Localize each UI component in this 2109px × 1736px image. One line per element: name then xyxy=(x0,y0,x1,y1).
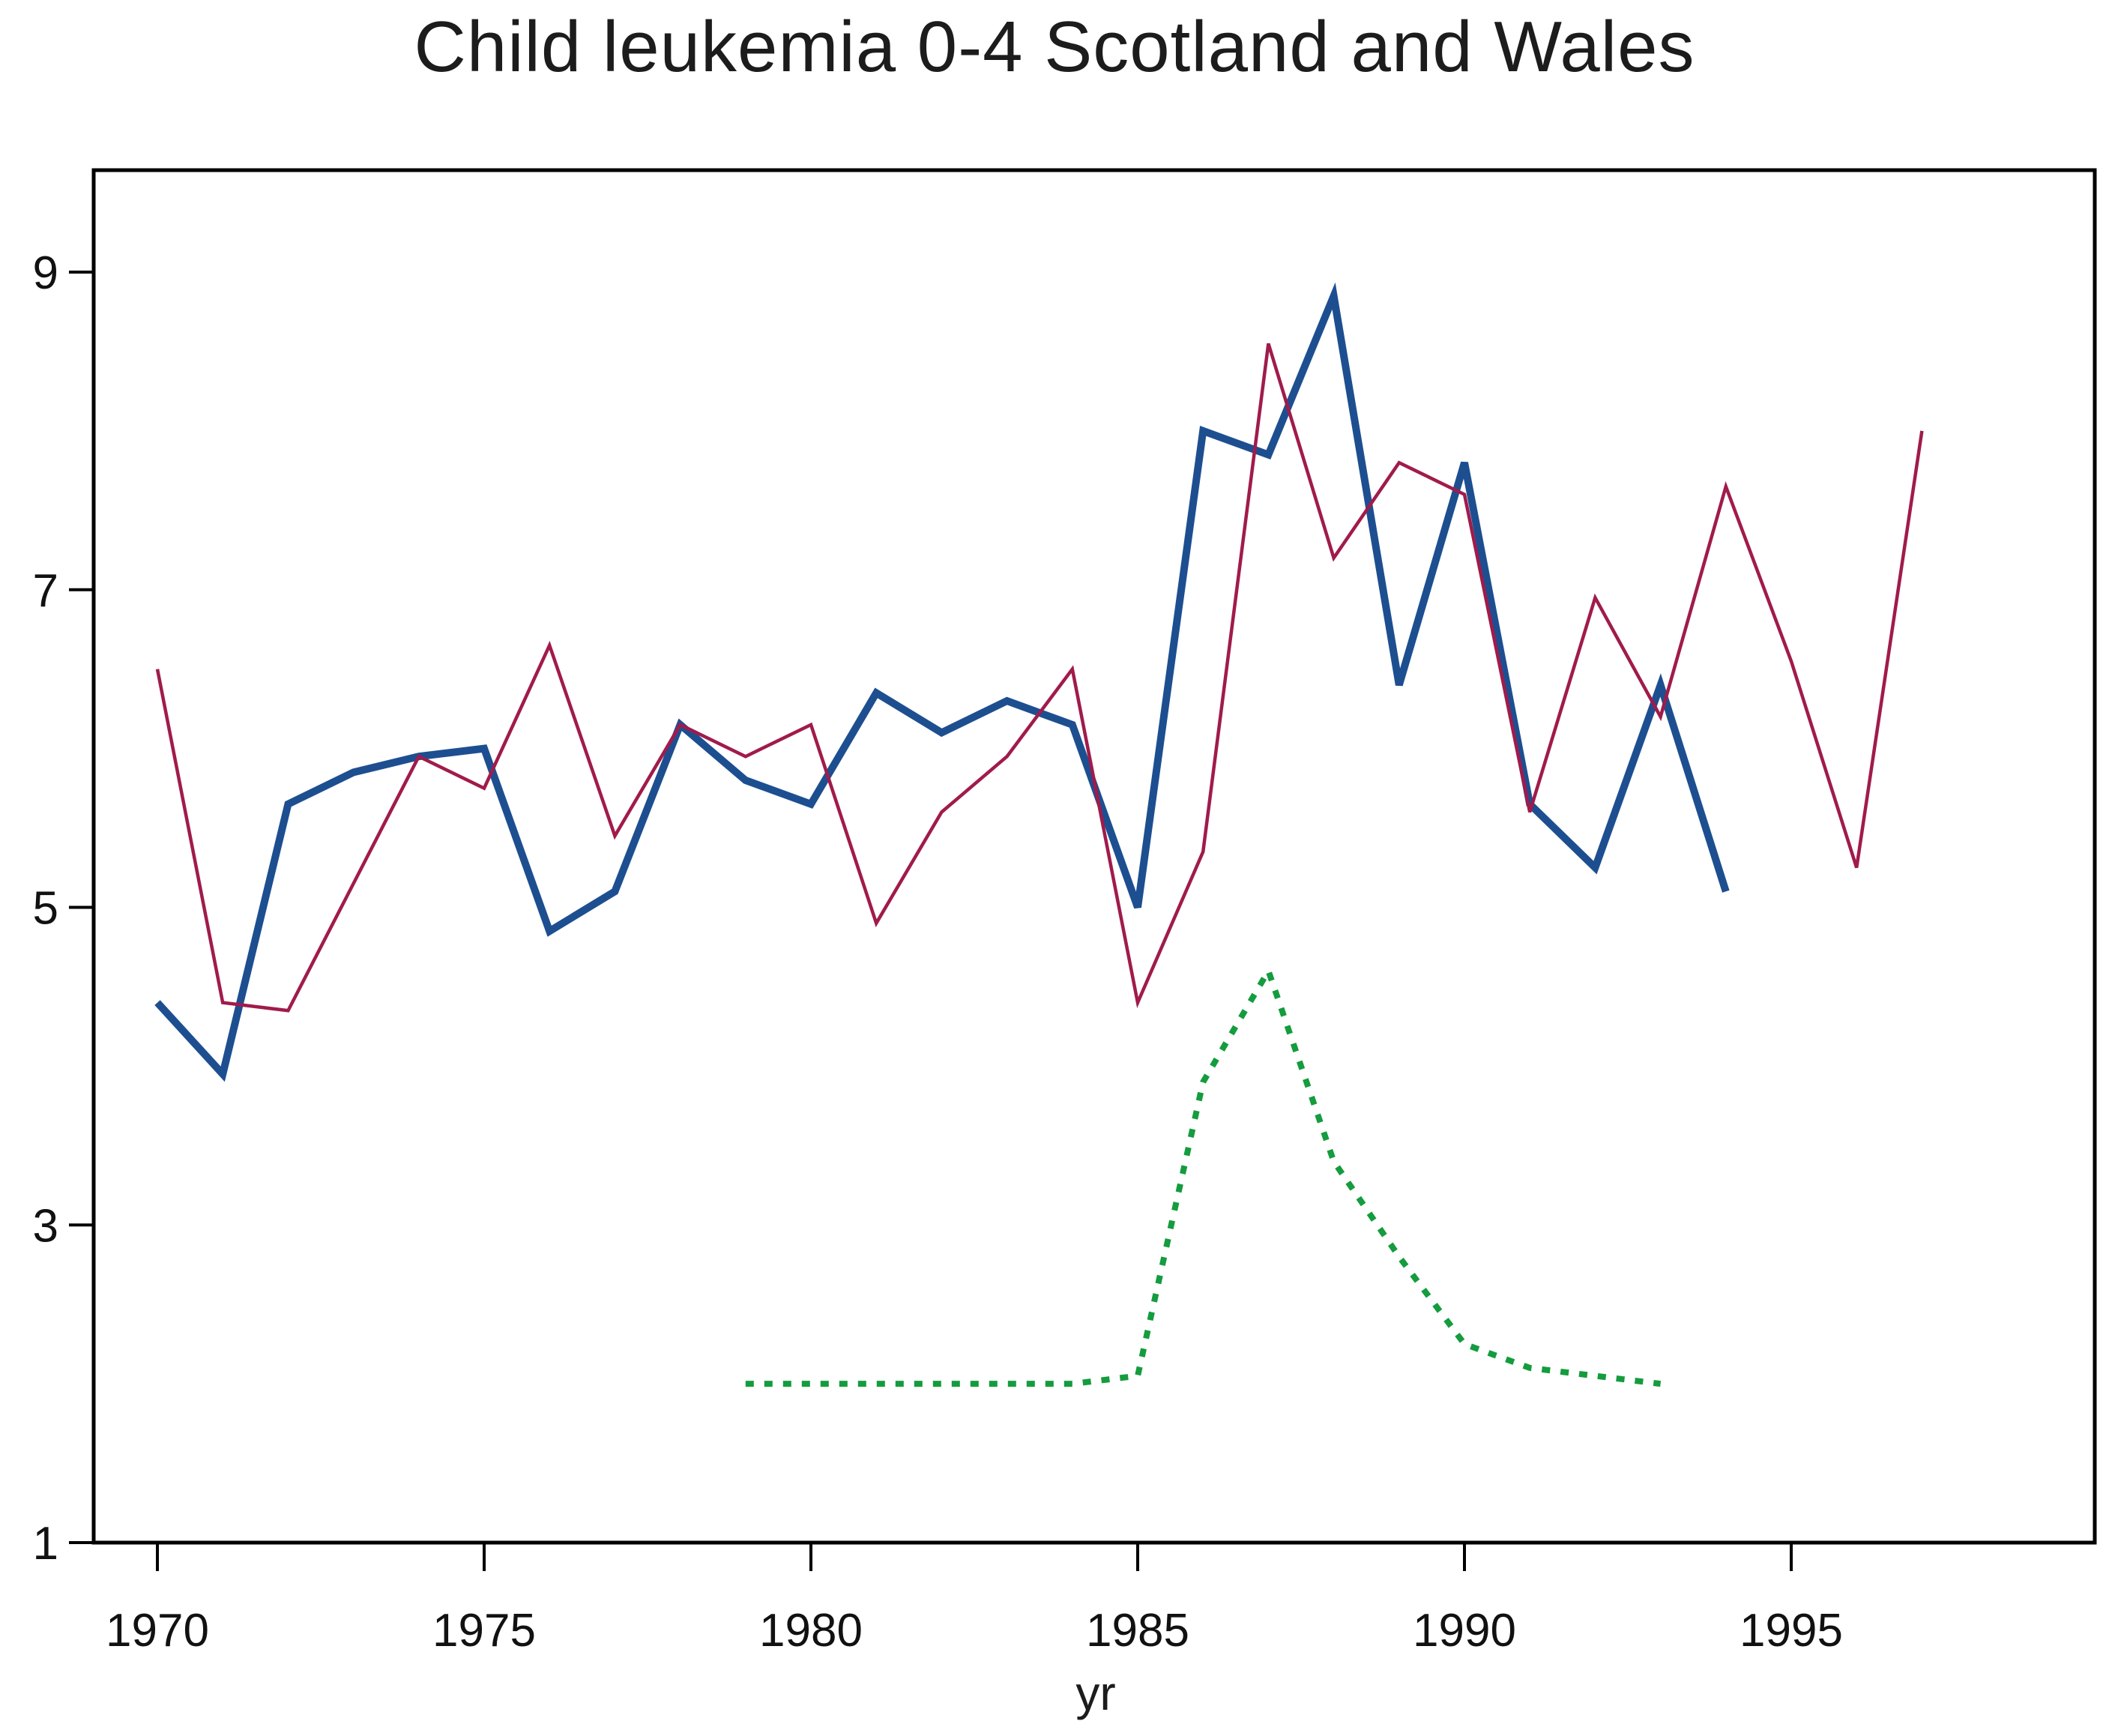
y-tick-label: 3 xyxy=(33,1200,58,1252)
y-tick-label: 7 xyxy=(33,565,58,617)
y-tick-label: 5 xyxy=(33,883,58,935)
y-tick-label: 1 xyxy=(33,1518,58,1570)
plot-frame xyxy=(91,168,2097,1545)
y-tick-label: 9 xyxy=(33,247,58,299)
y-axis-ticks: 1 3 5 7 9 xyxy=(33,247,94,1570)
x-axis-label: yr xyxy=(1075,1666,1116,1720)
series-lines xyxy=(154,282,1924,1387)
x-tick-label: 1985 xyxy=(1086,1605,1189,1657)
x-tick-label: 1975 xyxy=(432,1605,536,1657)
x-tick-label: 1995 xyxy=(1740,1605,1843,1657)
x-axis-ticks: 1970 1975 1980 1985 1990 1995 xyxy=(106,1543,1843,1657)
x-tick-label: 1990 xyxy=(1413,1605,1516,1657)
dotted-green-line xyxy=(745,963,1662,1387)
x-tick-label: 1980 xyxy=(759,1605,863,1657)
chart-title: Child leukemia 0-4 Scotland and Wales xyxy=(414,7,1695,87)
x-tick-label: 1970 xyxy=(106,1605,209,1657)
thin-crimson-line xyxy=(155,343,1924,1013)
thick-blue-line xyxy=(154,282,1730,1082)
